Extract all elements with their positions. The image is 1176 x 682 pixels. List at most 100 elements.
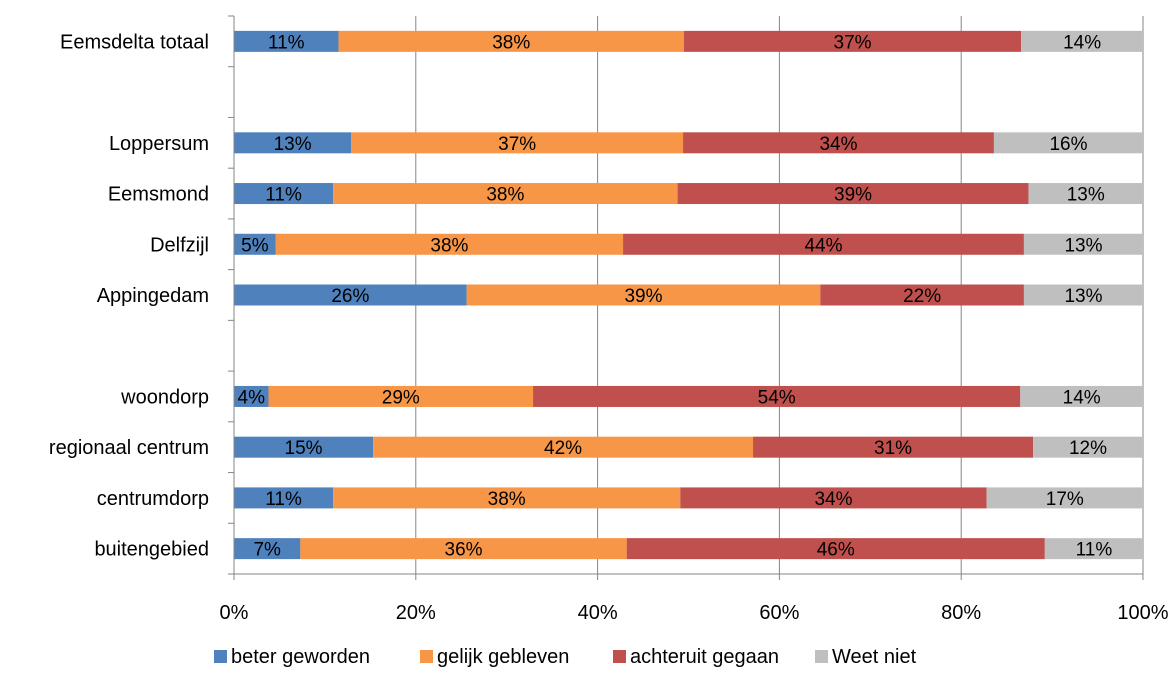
bar-segment — [234, 183, 334, 205]
data-label: 37% — [834, 32, 872, 53]
data-label: 15% — [285, 438, 323, 459]
bars: 11% 38% 37% 14% 13% 37% 34% 16% 11% 38% 39% 13% 5% 38… — [234, 30, 1143, 561]
bar-segment — [373, 436, 754, 458]
category-label: regionaal centrum — [49, 437, 209, 459]
bar-segment — [533, 385, 1021, 407]
data-label: 11% — [265, 185, 302, 206]
bar-segment — [1044, 538, 1143, 560]
data-label: 38% — [492, 32, 530, 53]
category-label: Eemsdelta totaal — [60, 31, 209, 53]
data-label: 34% — [819, 134, 857, 155]
bar-segment — [1023, 284, 1143, 306]
category-labels: Eemsdelta totaal Loppersum Eemsmond Delfzij… — [49, 31, 209, 560]
x-tick-label: 20% — [396, 602, 436, 624]
bar-segment — [234, 30, 339, 52]
data-label: 29% — [382, 387, 420, 408]
bar-segment — [333, 183, 678, 205]
data-label: 13% — [1064, 286, 1102, 307]
bar-segment — [234, 385, 269, 407]
legend-label: achteruit gegaan — [630, 646, 779, 668]
bar-segment — [351, 132, 684, 154]
data-label: 13% — [1067, 185, 1105, 206]
data-label: 38% — [488, 489, 526, 510]
legend-swatch — [815, 650, 828, 663]
bar-segment — [234, 538, 301, 560]
legend-swatch — [613, 650, 626, 663]
bar-segment — [234, 132, 352, 154]
data-label: 37% — [498, 134, 536, 155]
category-label: Appingedam — [97, 285, 209, 307]
data-label: 42% — [544, 438, 582, 459]
bar-segment — [466, 284, 821, 306]
bar-segment — [683, 30, 1022, 52]
bar-segment — [993, 132, 1143, 154]
x-tick-label: 60% — [759, 602, 799, 624]
data-label: 14% — [1063, 387, 1101, 408]
x-tick-label: 0% — [220, 602, 249, 624]
bar-segment — [338, 30, 684, 52]
bar-segment — [275, 233, 624, 255]
data-label: 54% — [758, 387, 796, 408]
axes — [228, 15, 1144, 580]
legend-label: Weet niet — [832, 646, 917, 668]
bar-segment — [626, 538, 1045, 560]
bar-segment — [234, 436, 374, 458]
category-label: woondorp — [120, 386, 209, 408]
bar-segment — [234, 284, 467, 306]
bar-segment — [680, 487, 987, 509]
bar-segment — [1020, 385, 1143, 407]
data-label: 11% — [265, 489, 302, 510]
bar-segment — [820, 284, 1024, 306]
bar-segment — [1033, 436, 1143, 458]
data-label: 26% — [331, 286, 369, 307]
data-label: 36% — [445, 540, 483, 561]
data-label: 16% — [1049, 134, 1087, 155]
bar-segment — [753, 436, 1034, 458]
bar-segment — [986, 487, 1143, 509]
x-tick-label: 40% — [578, 602, 618, 624]
bar-segment — [1028, 183, 1143, 205]
data-label: 13% — [1064, 235, 1102, 256]
bar-segment — [677, 183, 1029, 205]
bar-segment — [300, 538, 627, 560]
data-label: 31% — [874, 438, 912, 459]
bar-segment — [683, 132, 994, 154]
bar-segment — [234, 487, 334, 509]
x-tick-label: 100% — [1117, 602, 1168, 624]
data-label: 4% — [238, 387, 266, 408]
bar-segment — [234, 233, 276, 255]
legend-swatch — [214, 650, 227, 663]
data-label: 38% — [486, 185, 524, 206]
data-label: 12% — [1069, 438, 1107, 459]
data-label: 13% — [274, 134, 312, 155]
bar-segment — [623, 233, 1024, 255]
data-label: 38% — [430, 235, 468, 256]
x-tick-labels: 0% 20% 40% 60% 80% 100% — [220, 602, 1169, 624]
legend-swatch — [420, 650, 433, 663]
category-label: buitengebied — [94, 539, 209, 561]
bar-segment — [1021, 30, 1143, 52]
category-label: Loppersum — [109, 133, 209, 155]
data-label: 39% — [624, 286, 662, 307]
data-label: 11% — [1076, 540, 1113, 561]
data-label: 14% — [1063, 32, 1101, 53]
bar-segment — [333, 487, 681, 509]
data-label: 34% — [814, 489, 852, 510]
category-label: centrumdorp — [97, 488, 209, 510]
bar-segment — [1023, 233, 1143, 255]
data-label: 44% — [804, 235, 842, 256]
category-label: Eemsmond — [108, 184, 209, 206]
data-label: 7% — [253, 540, 281, 561]
legend: beter geworden gelijk gebleven achteruit g… — [214, 646, 917, 668]
data-label: 5% — [241, 235, 269, 256]
bar-segment — [268, 385, 534, 407]
data-label: 39% — [834, 185, 872, 206]
x-tick-label: 80% — [941, 602, 981, 624]
legend-label: gelijk gebleven — [437, 646, 569, 668]
data-label: 46% — [817, 540, 855, 561]
category-label: Delfzijl — [150, 234, 209, 256]
data-label: 17% — [1046, 489, 1084, 510]
legend-label: beter geworden — [231, 646, 370, 668]
